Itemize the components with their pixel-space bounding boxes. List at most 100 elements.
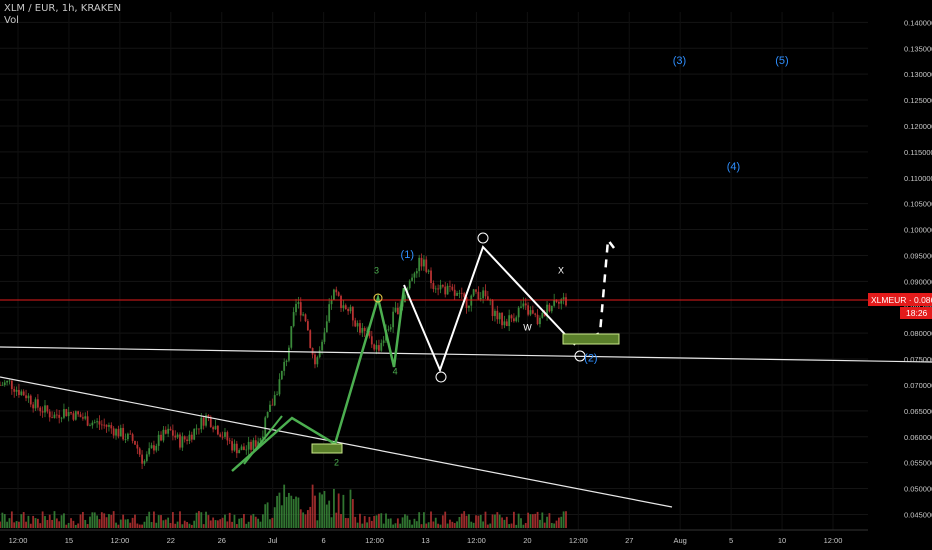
target-zone-upper[interactable] <box>562 333 620 345</box>
volume-bar <box>534 513 537 528</box>
volume-bar <box>205 511 207 528</box>
candle-body <box>354 320 357 327</box>
volume-bar <box>340 514 342 528</box>
candle-body <box>541 312 544 318</box>
time-axis[interactable]: 12:00 15 12:00 22 26 Jul 6 12:00 13 12:00 20 12:00 2… <box>0 529 868 545</box>
candle-body <box>235 443 238 454</box>
candle-body <box>430 270 432 284</box>
volume-bar <box>74 524 77 528</box>
candle-body <box>34 399 37 409</box>
candle-body <box>465 296 468 308</box>
candle-body <box>91 422 94 426</box>
volume-bar <box>179 511 181 528</box>
volume-bar <box>10 511 13 528</box>
volume-bar <box>415 521 418 528</box>
candle-body <box>484 290 487 297</box>
candle-body <box>198 428 200 430</box>
candle-body <box>280 370 283 380</box>
volume-bar <box>524 522 527 528</box>
candle-body <box>164 429 167 434</box>
volume-bar <box>153 511 155 528</box>
wave-circle-w <box>435 371 447 383</box>
candle-body <box>380 342 383 351</box>
candle-body <box>3 382 6 386</box>
x-tick-label: Jul <box>268 536 278 545</box>
volume-bar <box>359 513 361 528</box>
volume-indicator-label[interactable]: Vol <box>4 15 19 26</box>
candle-body <box>134 440 136 445</box>
volume-bar <box>536 511 539 528</box>
candle-body <box>202 417 205 426</box>
volume-bar <box>328 500 331 528</box>
volume-bar <box>58 521 61 528</box>
candle-body <box>148 448 151 455</box>
candle-body <box>311 347 314 355</box>
candle-body <box>18 389 20 395</box>
candle-body <box>524 303 527 306</box>
candle-body <box>25 395 27 399</box>
candle-body <box>361 327 364 333</box>
volume-bar <box>439 524 442 528</box>
support-trendline[interactable] <box>0 346 932 363</box>
candle-body <box>318 350 321 358</box>
candle-body <box>392 311 395 328</box>
candle-body <box>534 313 537 315</box>
candle-body <box>243 446 245 451</box>
volume-bar <box>475 515 477 528</box>
volume-bar <box>254 516 257 528</box>
candle-body <box>306 321 309 331</box>
candle-body <box>162 429 165 441</box>
symbol-header[interactable]: XLM / EUR, 1h, KRAKEN <box>4 3 122 14</box>
candle-body <box>333 289 335 300</box>
candle-body <box>359 323 361 333</box>
candle-body <box>297 302 300 304</box>
candle-body <box>434 288 437 290</box>
candle-body <box>84 416 87 419</box>
volume-bar <box>231 521 233 528</box>
candle-body <box>0 384 1 386</box>
volume-bar <box>489 523 492 528</box>
candle-body <box>190 434 193 440</box>
wave-label: (1) <box>401 249 414 261</box>
candle-body <box>527 305 530 315</box>
candle-body <box>93 422 96 424</box>
volume-bar <box>432 521 435 528</box>
x-tick-label: 13 <box>421 536 429 545</box>
candle-body <box>529 310 532 315</box>
volume-bar <box>522 524 525 528</box>
volume-bar <box>60 515 63 528</box>
candle-body <box>36 399 39 408</box>
volume-bar <box>276 495 278 528</box>
volume-bar <box>411 524 413 528</box>
volume-bar <box>264 504 267 528</box>
volume-bar <box>34 518 37 528</box>
candle-body <box>449 285 451 287</box>
candle-body <box>548 304 551 312</box>
wave-circle-3 <box>373 293 383 303</box>
candle-body <box>233 443 236 451</box>
volume-bar <box>394 523 397 528</box>
x-tick-label: 5 <box>729 536 733 545</box>
candle-body <box>122 427 125 440</box>
volume-bar <box>456 521 458 528</box>
candle-body <box>264 417 267 437</box>
volume-bar <box>226 521 229 528</box>
volume-bar <box>468 514 470 528</box>
x-tick-label: 20 <box>523 536 531 545</box>
candle-body <box>344 305 347 310</box>
green-wave-path[interactable] <box>231 287 406 472</box>
volume-bar <box>323 490 326 528</box>
volume-bar <box>41 511 44 528</box>
candles-layer <box>0 253 567 469</box>
candle-body <box>250 441 252 450</box>
white-wave-path[interactable] <box>403 245 576 373</box>
candle-body <box>496 310 499 320</box>
target-zone-lower[interactable] <box>311 443 343 454</box>
projection-dashed-path[interactable] <box>577 236 615 345</box>
wave-label: (3) <box>673 55 686 67</box>
green-wave-leg2[interactable] <box>243 415 283 465</box>
candle-body <box>231 441 233 451</box>
